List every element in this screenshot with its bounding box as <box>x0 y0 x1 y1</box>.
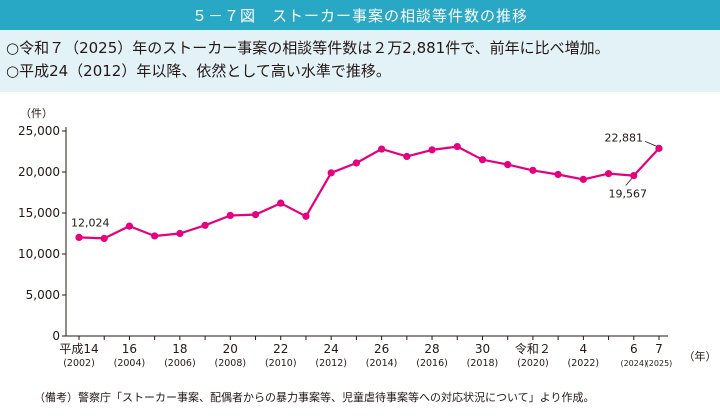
x-tick-label: 20 <box>223 342 238 356</box>
x-tick-label: 16 <box>122 342 137 356</box>
summary-line-2: ○平成24（2012）年以降、依然として高い水準で推移。 <box>6 62 391 80</box>
data-point <box>504 161 512 169</box>
data-point <box>630 171 638 180</box>
x-tick-label: 22 <box>273 342 288 356</box>
data-point <box>125 222 134 230</box>
data-label: 22,881 <box>605 131 644 144</box>
label-leader <box>644 141 658 147</box>
data-point <box>176 229 184 238</box>
x-tick-label: 26 <box>374 342 389 356</box>
y-tick-label: 10,000 <box>18 247 60 261</box>
x-tick-sublabel: (2010) <box>265 358 297 369</box>
y-tick-label: 5,000 <box>26 288 60 302</box>
data-point <box>428 146 436 154</box>
line-chart: 0 5,000 10,000 15,000 20,000 25,000 （件） 平成14 (20… <box>18 107 717 369</box>
data-point <box>226 211 234 220</box>
data-point <box>277 199 285 207</box>
x-tick-label: 18 <box>172 342 187 356</box>
x-tick-sublabel: (2018) <box>467 358 499 369</box>
footnote: （備考）警察庁「ストーカー事案、配偶者からの暴力事案等、児童虐待事案等への対応状… <box>34 391 595 404</box>
x-tick-label: 6 <box>630 342 638 356</box>
x-tick-label: 7 <box>655 342 663 356</box>
data-point <box>378 145 386 153</box>
data-point <box>251 211 260 219</box>
x-tick-sublabel: (2008) <box>215 358 247 369</box>
x-tick-sublabel: (2004) <box>114 358 146 369</box>
y-axis-label: （件） <box>20 107 53 120</box>
x-tick-sublabel: (2002) <box>63 358 95 369</box>
x-tick-sublabel: (2012) <box>315 358 347 369</box>
x-axis-label: （年） <box>684 349 717 363</box>
data-label: 19,567 <box>609 188 648 201</box>
x-tick-label: 24 <box>324 342 339 356</box>
data-label: 12,024 <box>71 216 110 229</box>
x-tick-label: 令和２ <box>515 341 551 356</box>
x-tick-label: 4 <box>580 342 588 356</box>
data-point <box>529 166 537 174</box>
data-point <box>579 175 587 183</box>
data-point <box>604 170 613 178</box>
y-tick-label: 20,000 <box>18 165 60 179</box>
data-point <box>151 232 159 240</box>
x-tick-sublabel: (2016) <box>416 358 448 369</box>
x-tick-sublabel: (2014) <box>366 358 398 369</box>
x-tick-sublabel: (2022) <box>568 358 600 369</box>
data-point <box>201 221 209 229</box>
x-tick-sublabel: (2025) <box>646 359 673 368</box>
data-point <box>453 142 461 151</box>
summary-box: ○令和７（2025）年のストーカー事案の相談等件数は２万2,881件で、前年に比… <box>0 30 720 92</box>
x-tick-label: 平成14 <box>59 342 98 356</box>
data-point <box>478 156 487 164</box>
data-point <box>75 233 83 242</box>
data-point <box>403 152 411 161</box>
data-point <box>327 169 335 177</box>
chart-title: ５－７図 ストーカー事案の相談等件数の推移 <box>191 6 528 25</box>
x-tick-label: 30 <box>475 342 490 356</box>
summary-line-1: ○令和７（2025）年のストーカー事案の相談等件数は２万2,881件で、前年に比… <box>6 39 610 57</box>
y-tick-label: 15,000 <box>18 206 60 220</box>
label-leader <box>625 178 633 186</box>
series-line <box>78 145 660 240</box>
x-tick-sublabel: (2006) <box>164 358 196 369</box>
x-tick-label: 28 <box>424 342 439 356</box>
data-point <box>554 170 562 179</box>
x-tick-sublabel: (2024) <box>620 359 647 368</box>
data-point <box>655 144 663 152</box>
y-tick-label: 25,000 <box>18 124 60 138</box>
data-point <box>302 212 310 220</box>
x-tick-sublabel: (2020) <box>517 358 549 369</box>
y-tick-label: 0 <box>52 329 60 343</box>
data-point <box>100 234 108 243</box>
data-point <box>352 159 360 167</box>
chart-title-bar: ５－７図 ストーカー事案の相談等件数の推移 <box>0 0 720 30</box>
